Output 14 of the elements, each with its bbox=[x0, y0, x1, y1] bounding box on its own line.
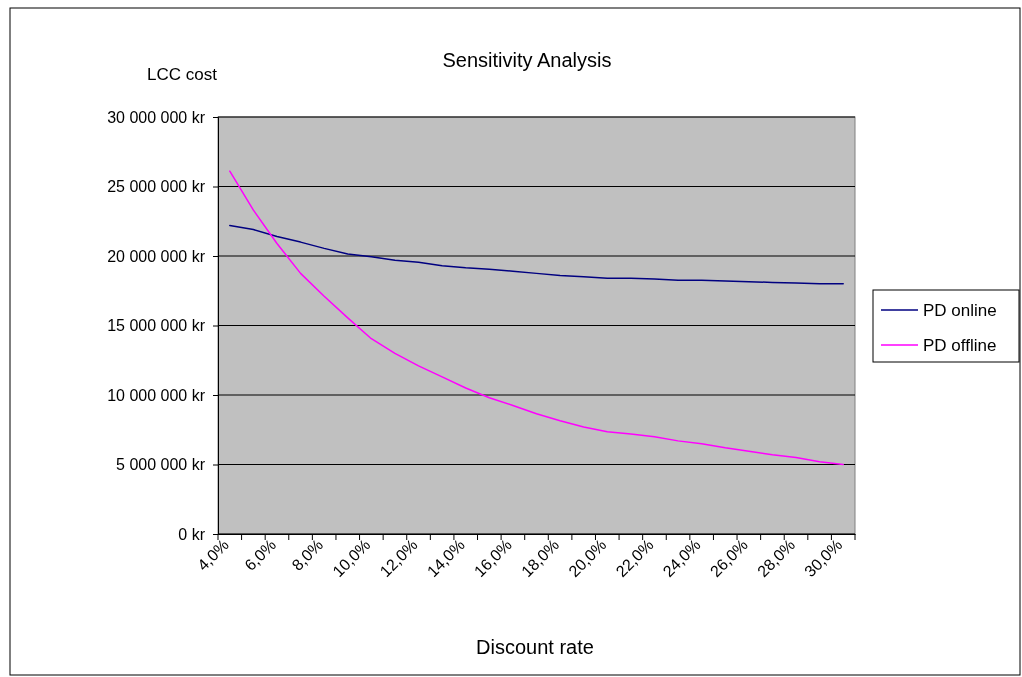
line-series bbox=[229, 224, 844, 285]
legend-label: PD online bbox=[923, 301, 997, 320]
line-series bbox=[229, 170, 844, 466]
y-tick-label: 25 000 000 kr bbox=[107, 178, 206, 196]
y-tick-label: 15 000 000 kr bbox=[107, 317, 206, 335]
y-axis-title: LCC cost bbox=[147, 65, 218, 84]
x-axis-title: Discount rate bbox=[476, 636, 594, 658]
y-tick-label: 10 000 000 kr bbox=[107, 386, 206, 404]
y-tick-label: 5 000 000 kr bbox=[116, 456, 206, 474]
chart-title: Sensitivity Analysis bbox=[442, 49, 612, 71]
y-tick-label: 30 000 000 kr bbox=[107, 108, 206, 126]
y-tick-label: 20 000 000 kr bbox=[107, 247, 206, 265]
y-tick-label: 0 kr bbox=[178, 525, 206, 543]
legend-label: PD offline bbox=[923, 336, 997, 355]
